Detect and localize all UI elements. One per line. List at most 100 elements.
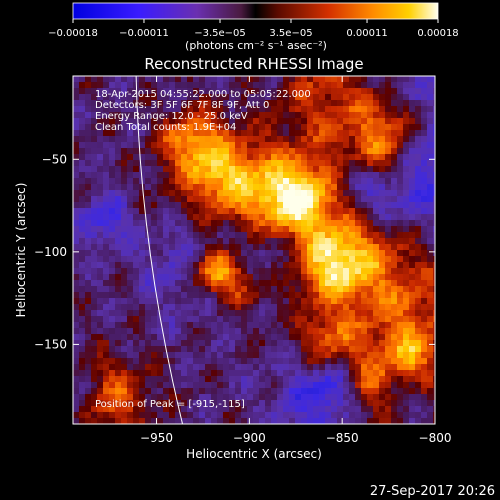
heatmap-cell <box>229 160 236 167</box>
heatmap-cell <box>433 310 435 317</box>
heatmap-cell <box>79 154 86 161</box>
heatmap-cell <box>139 208 146 215</box>
heatmap-cell <box>433 94 435 101</box>
heatmap-cell <box>253 256 260 263</box>
heatmap-cell <box>427 82 434 89</box>
heatmap-cell <box>193 400 200 407</box>
heatmap-cell <box>427 244 434 251</box>
heatmap-cell <box>265 262 272 269</box>
heatmap-cell <box>409 334 416 341</box>
heatmap-cell <box>151 124 158 131</box>
heatmap-cell <box>367 292 374 299</box>
heatmap-cell <box>91 100 98 107</box>
heatmap-cell <box>433 112 435 119</box>
heatmap-cell <box>91 148 98 155</box>
heatmap-cell <box>241 400 248 407</box>
heatmap-cell <box>301 166 308 173</box>
heatmap-cell <box>199 160 206 167</box>
heatmap-cell <box>391 412 398 419</box>
heatmap-cell <box>427 196 434 203</box>
heatmap-cell <box>259 316 266 323</box>
heatmap-cell <box>157 280 164 287</box>
heatmap-cell <box>277 382 284 389</box>
heatmap-cell <box>367 112 374 119</box>
heatmap-cell <box>175 202 182 209</box>
heatmap-cell <box>169 316 176 323</box>
heatmap-cell <box>151 262 158 269</box>
heatmap-cell <box>259 286 266 293</box>
heatmap-cell <box>325 346 332 353</box>
heatmap-cell <box>139 388 146 395</box>
heatmap-cell <box>271 220 278 227</box>
heatmap-cell <box>151 244 158 251</box>
heatmap-cell <box>223 172 230 179</box>
heatmap-cell <box>367 190 374 197</box>
heatmap-cell <box>301 274 308 281</box>
heatmap-cell <box>319 346 326 353</box>
heatmap-cell <box>391 262 398 269</box>
heatmap-cell <box>235 232 242 239</box>
heatmap-cell <box>319 160 326 167</box>
heatmap-cell <box>175 346 182 353</box>
heatmap-cell <box>349 394 356 401</box>
heatmap-cell <box>91 214 98 221</box>
heatmap-cell <box>97 172 104 179</box>
heatmap-cell <box>301 112 308 119</box>
heatmap-cell <box>319 196 326 203</box>
heatmap-cell <box>283 316 290 323</box>
heatmap-cell <box>145 382 152 389</box>
heatmap-cell <box>415 118 422 125</box>
heatmap-cell <box>163 298 170 305</box>
heatmap-cell <box>325 334 332 341</box>
heatmap-cell <box>151 334 158 341</box>
heatmap-cell <box>151 304 158 311</box>
heatmap-cell <box>379 358 386 365</box>
heatmap-cell <box>229 358 236 365</box>
heatmap-cell <box>223 286 230 293</box>
heatmap-cell <box>397 208 404 215</box>
heatmap-cell <box>361 250 368 257</box>
heatmap-cell <box>409 268 416 275</box>
heatmap-cell <box>367 244 374 251</box>
heatmap-cell <box>133 322 140 329</box>
heatmap-cell <box>355 190 362 197</box>
heatmap-cell <box>151 358 158 365</box>
heatmap-cell <box>325 226 332 233</box>
heatmap-cell <box>331 124 338 131</box>
heatmap-cell <box>259 100 266 107</box>
heatmap-cell <box>109 286 116 293</box>
heatmap-cell <box>385 400 392 407</box>
heatmap-cell <box>421 340 428 347</box>
heatmap-cell <box>271 418 278 424</box>
heatmap-cell <box>199 400 206 407</box>
heatmap-cell <box>391 130 398 137</box>
heatmap-cell <box>265 340 272 347</box>
heatmap-cell <box>169 304 176 311</box>
heatmap-cell <box>271 250 278 257</box>
heatmap-cell <box>283 124 290 131</box>
heatmap-cell <box>259 352 266 359</box>
heatmap-cell <box>109 262 116 269</box>
heatmap-cell <box>325 340 332 347</box>
heatmap-cell <box>85 262 92 269</box>
heatmap-cell <box>307 358 314 365</box>
heatmap-cell <box>109 346 116 353</box>
heatmap-cell <box>277 334 284 341</box>
heatmap-cell <box>73 304 80 311</box>
heatmap-cell <box>313 190 320 197</box>
heatmap-cell <box>73 310 80 317</box>
heatmap-cell <box>187 232 194 239</box>
heatmap-cell <box>349 148 356 155</box>
heatmap-cell <box>241 142 248 149</box>
heatmap-cell <box>271 88 278 95</box>
heatmap-cell <box>391 142 398 149</box>
heatmap-cell <box>181 316 188 323</box>
heatmap-cell <box>199 358 206 365</box>
heatmap-cell <box>169 238 176 245</box>
heatmap-cell <box>355 418 362 424</box>
heatmap-cell <box>103 418 110 424</box>
heatmap-cell <box>181 268 188 275</box>
heatmap-cell <box>385 238 392 245</box>
heatmap-cell <box>121 322 128 329</box>
heatmap-cell <box>331 178 338 185</box>
